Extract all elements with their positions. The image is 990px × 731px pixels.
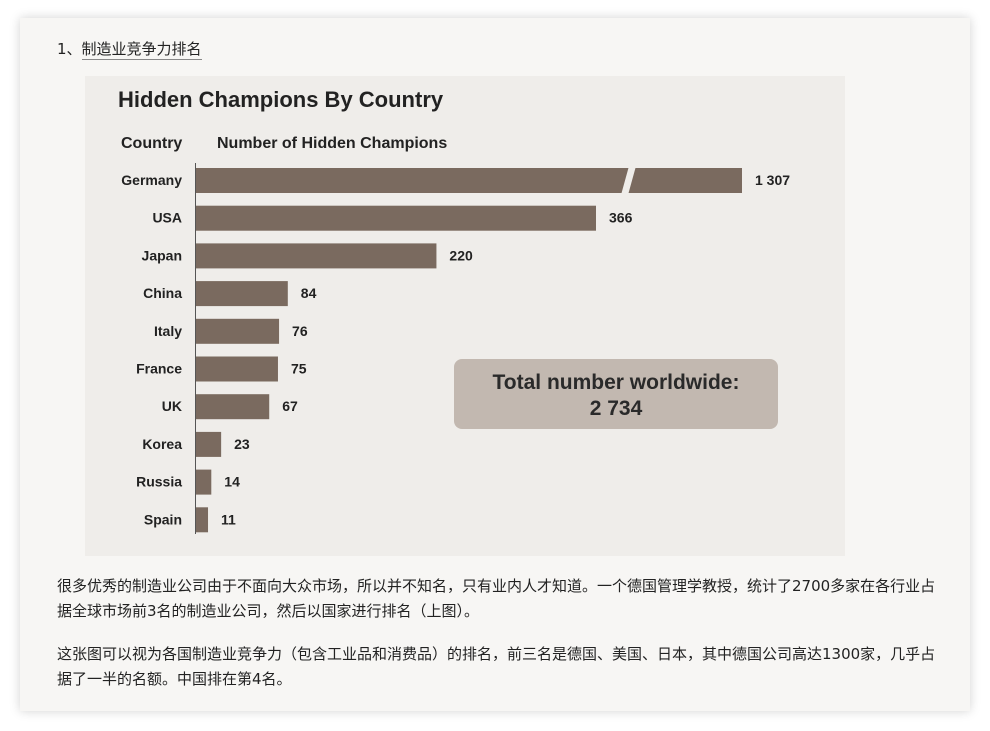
hidden-champions-chart: Hidden Champions By Country Country Numb… — [85, 76, 845, 556]
heading-link[interactable]: 制造业竞争力排名 — [81, 40, 202, 60]
paragraph-2: 这张图可以视为各国制造业竞争力（包含工业品和消费品）的排名，前三名是德国、美国、… — [57, 645, 936, 688]
section-heading: 1、制造业竞争力排名 — [57, 38, 202, 60]
callout-box — [454, 359, 778, 429]
bar-france — [196, 356, 278, 382]
category-label-uk: UK — [162, 398, 182, 414]
paragraph-1: 很多优秀的制造业公司由于不面向大众市场，所以并不知名，只有业内人才知道。一个德国… — [57, 577, 936, 620]
category-label-usa: USA — [152, 210, 182, 226]
bar-germany — [196, 168, 742, 193]
bar-uk — [196, 394, 270, 420]
value-label-korea: 23 — [234, 436, 250, 452]
total-callout: Total number worldwide: 2 734 — [454, 359, 778, 429]
bar-russia — [196, 469, 212, 495]
category-label-japan: Japan — [142, 247, 182, 263]
value-label-usa: 366 — [609, 210, 633, 226]
value-label-spain: 11 — [221, 511, 236, 527]
category-label-france: France — [136, 361, 182, 377]
value-label-italy: 76 — [292, 323, 308, 339]
value-axis-header: Number of Hidden Champions — [217, 135, 447, 152]
bar-china — [196, 281, 288, 307]
value-label-russia: 14 — [224, 474, 240, 490]
value-label-france: 75 — [291, 361, 307, 377]
bar-japan — [196, 243, 437, 269]
category-label-korea: Korea — [142, 436, 182, 452]
category-label-germany: Germany — [121, 172, 182, 188]
bars-group: Germany 1 307 USA 366 Japan 220 China 84 Italy 76… — [121, 166, 790, 533]
callout-line-2: 2 734 — [590, 397, 643, 420]
bar-italy — [196, 318, 280, 344]
value-label-japan: 220 — [449, 247, 473, 263]
category-label-china: China — [143, 285, 182, 301]
value-label-china: 84 — [301, 285, 317, 301]
heading-number: 1、 — [57, 40, 82, 58]
category-label-italy: Italy — [154, 323, 182, 339]
value-label-uk: 67 — [282, 398, 298, 414]
bar-break-mark — [621, 166, 636, 195]
bar-spain — [196, 507, 209, 533]
category-label-russia: Russia — [136, 474, 182, 490]
category-label-spain: Spain — [144, 511, 182, 527]
value-label-germany: 1 307 — [755, 172, 790, 188]
chart-title: Hidden Champions By Country — [118, 87, 444, 112]
bar-korea — [196, 431, 222, 457]
callout-line-1: Total number worldwide: — [493, 371, 740, 394]
chart-background — [85, 76, 845, 556]
category-axis-header: Country — [121, 135, 182, 152]
article-card: 1、制造业竞争力排名 Hidden Champions By Country C… — [20, 18, 970, 711]
bar-usa — [196, 205, 596, 231]
